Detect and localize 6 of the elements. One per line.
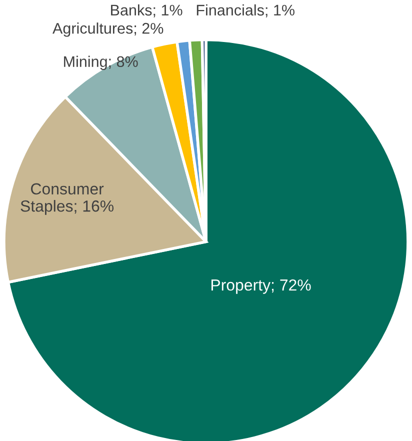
slice-label: Consumer Staples; 16% bbox=[20, 183, 114, 215]
slice-label: Agricultures; 2% bbox=[52, 22, 164, 37]
slice-label: Banks; 1% bbox=[111, 4, 182, 18]
slice-label: Property; 72% bbox=[211, 279, 311, 294]
slice-label: Financials; 1% bbox=[196, 4, 294, 18]
slice-label: Mining; 8% bbox=[64, 56, 138, 70]
